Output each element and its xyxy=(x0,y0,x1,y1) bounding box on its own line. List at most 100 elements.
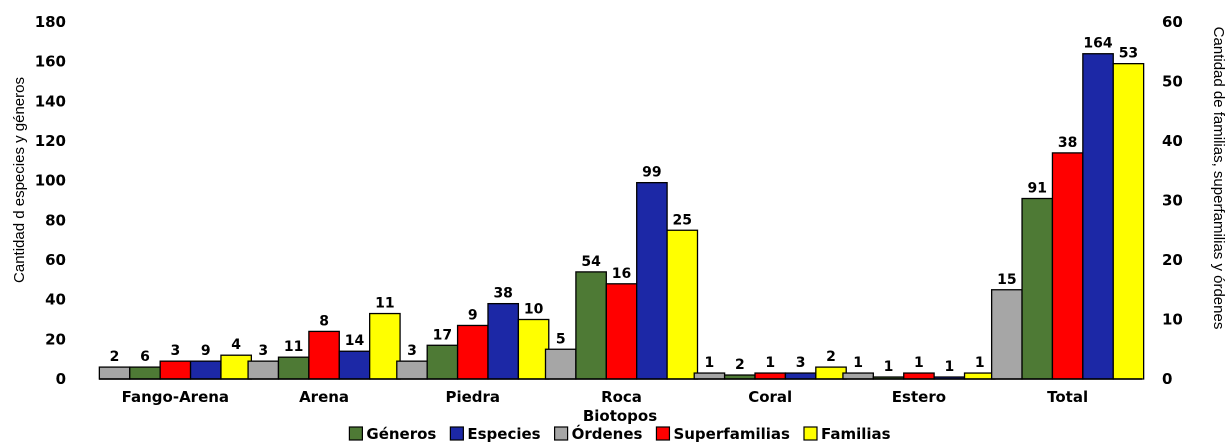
bar-superfamilias-3 xyxy=(605,283,638,380)
left-tick-label: 180 xyxy=(35,13,66,31)
category-label: Roca xyxy=(601,388,642,406)
category-label: Arena xyxy=(299,388,349,406)
bar-especies-3 xyxy=(636,181,668,380)
data-label: 3 xyxy=(796,355,806,371)
data-label: 16 xyxy=(612,266,631,282)
bar-familias-3 xyxy=(666,229,699,380)
bar-superfamilias-1 xyxy=(308,330,340,380)
bar-rdenes-6 xyxy=(990,289,1023,380)
legend-swatch xyxy=(348,426,363,441)
bar-superfamilias-4 xyxy=(754,372,787,380)
data-label: 38 xyxy=(493,286,512,302)
legend-label: Superfamilias xyxy=(673,425,790,443)
data-label: 91 xyxy=(1028,181,1047,197)
data-label: 11 xyxy=(284,339,303,355)
data-label: 1 xyxy=(705,355,715,371)
legend-label: Especies xyxy=(467,425,540,443)
bar-rdenes-4 xyxy=(693,372,726,380)
data-label: 11 xyxy=(375,296,394,312)
bar-rdenes-1 xyxy=(247,360,280,380)
data-label: 1 xyxy=(853,355,863,371)
data-label: 2 xyxy=(735,357,745,373)
right-tick-label: 20 xyxy=(1162,251,1183,269)
data-label: 1 xyxy=(914,355,924,371)
data-label: 4 xyxy=(231,337,241,353)
legend-swatch xyxy=(655,426,671,441)
data-label: 5 xyxy=(556,331,566,347)
left-axis-ticks: 0 20 40 60 80 100 120 140 160 180 xyxy=(35,13,66,388)
data-label: 1 xyxy=(884,359,894,375)
left-tick-label: 160 xyxy=(35,53,66,71)
data-label: 15 xyxy=(997,272,1016,288)
left-tick-label: 80 xyxy=(45,211,66,229)
legend-label: Órdenes xyxy=(572,424,643,443)
bar-rdenes-0 xyxy=(98,366,131,380)
legend-swatch xyxy=(803,426,818,441)
y-axis-title-left: Cantidad d especies y géneros xyxy=(11,77,28,283)
data-label: 8 xyxy=(319,313,329,329)
right-tick-label: 40 xyxy=(1162,132,1183,150)
bar-superfamilias-0 xyxy=(159,360,192,380)
bar-especies-1 xyxy=(338,350,371,380)
bar-familias-1 xyxy=(369,312,401,380)
left-tick-label: 40 xyxy=(45,291,66,309)
data-label: 2 xyxy=(826,349,836,365)
right-tick-label: 60 xyxy=(1162,13,1183,31)
bar-especies-4 xyxy=(784,372,817,380)
data-label: 53 xyxy=(1119,46,1138,62)
bar-gneros-0 xyxy=(129,366,161,380)
data-label: 99 xyxy=(642,165,661,181)
x-axis-title: Biotopos xyxy=(583,407,657,425)
category-label: Piedra xyxy=(445,388,500,406)
data-label: 14 xyxy=(345,333,365,349)
left-tick-label: 20 xyxy=(45,330,66,348)
legend-swatch xyxy=(554,426,569,441)
bar-superfamilias-6 xyxy=(1051,152,1084,380)
category-label: Estero xyxy=(892,388,946,406)
bar-especies-2 xyxy=(487,302,520,380)
bar-gneros-1 xyxy=(277,356,310,380)
data-label: 1 xyxy=(765,355,775,371)
bar-familias-5 xyxy=(963,372,996,380)
bars xyxy=(98,53,1145,380)
data-label: 164 xyxy=(1083,36,1112,52)
legend-swatch xyxy=(449,426,464,441)
data-label: 2 xyxy=(110,349,120,365)
data-label: 9 xyxy=(201,343,211,359)
data-label: 6 xyxy=(140,349,150,365)
left-tick-label: 0 xyxy=(56,370,66,388)
right-tick-label: 30 xyxy=(1162,192,1183,210)
bar-especies-0 xyxy=(189,360,222,380)
bar-superfamilias-2 xyxy=(456,324,489,380)
left-tick-label: 60 xyxy=(45,251,66,269)
data-label: 54 xyxy=(581,254,601,270)
data-label: 38 xyxy=(1058,135,1077,151)
bar-familias-4 xyxy=(815,366,847,380)
bar-rdenes-3 xyxy=(544,348,577,380)
legend-label: Familias xyxy=(821,425,891,443)
right-tick-label: 50 xyxy=(1162,73,1183,91)
legend-label: Géneros xyxy=(366,425,436,443)
data-label: 3 xyxy=(258,343,268,359)
category-label: Coral xyxy=(748,388,792,406)
category-label: Fango-Arena xyxy=(122,388,229,406)
bar-rdenes-5 xyxy=(842,372,874,380)
bar-familias-2 xyxy=(517,318,550,380)
bar-superfamilias-5 xyxy=(903,372,935,380)
data-label: 9 xyxy=(468,307,478,323)
data-label: 1 xyxy=(944,359,954,375)
right-axis-ticks: 0 10 20 30 40 50 60 xyxy=(1162,13,1183,388)
right-tick-label: 0 xyxy=(1162,370,1172,388)
left-tick-label: 100 xyxy=(35,172,66,190)
data-label: 25 xyxy=(673,212,692,228)
right-tick-label: 10 xyxy=(1162,311,1183,329)
bar-gneros-3 xyxy=(575,271,607,380)
bar-familias-0 xyxy=(220,354,253,380)
data-label: 17 xyxy=(433,327,452,343)
category-labels: Fango-Arena Arena Piedra Roca Coral Estero Tot… xyxy=(122,388,1088,406)
bar-gneros-6 xyxy=(1021,197,1054,380)
left-tick-label: 120 xyxy=(35,132,66,150)
data-label: 3 xyxy=(407,343,417,359)
